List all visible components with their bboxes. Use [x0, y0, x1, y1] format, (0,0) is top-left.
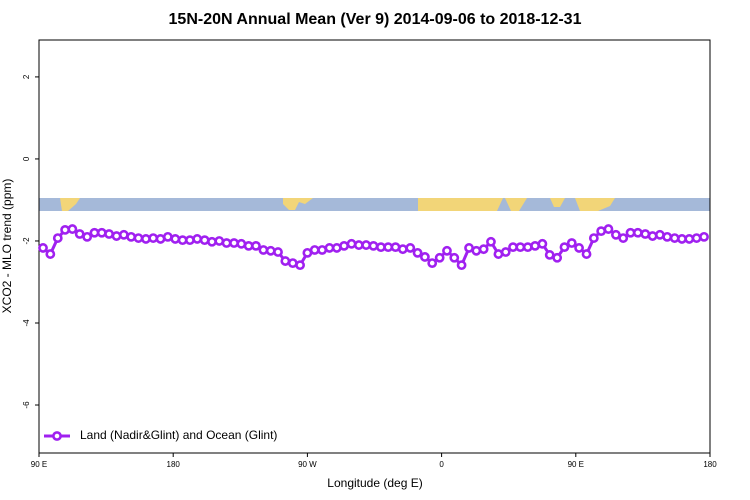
- x-axis-label: Longitude (deg E): [327, 476, 422, 490]
- y-tick-label: -2: [22, 237, 31, 245]
- point: [588, 233, 599, 243]
- point: [691, 233, 702, 243]
- legend-marker: [52, 431, 62, 441]
- x-tick-label: 90 E: [568, 460, 584, 469]
- point: [265, 245, 276, 256]
- point: [603, 224, 614, 234]
- point: [251, 240, 261, 251]
- point: [38, 243, 48, 253]
- point: [162, 231, 173, 242]
- point: [500, 247, 511, 257]
- point: [96, 227, 107, 238]
- point: [221, 238, 232, 248]
- x-tick-label: 90 E: [31, 460, 47, 469]
- point: [52, 233, 63, 243]
- point: [478, 244, 489, 255]
- legend-label: Land (Nadir&Glint) and Ocean (Glint): [80, 428, 277, 442]
- point: [74, 229, 85, 239]
- point: [67, 224, 78, 234]
- point: [295, 260, 305, 271]
- point: [449, 252, 460, 263]
- point: [544, 250, 555, 260]
- point: [552, 252, 563, 263]
- y-tick-label: 2: [22, 74, 31, 79]
- point: [647, 231, 658, 241]
- point: [456, 260, 467, 271]
- point: [419, 252, 430, 262]
- point: [309, 245, 320, 255]
- point: [45, 249, 56, 259]
- x-tick-label: 180: [167, 460, 181, 469]
- point: [405, 243, 416, 253]
- x-tick-label: 180: [703, 460, 717, 469]
- point: [368, 240, 379, 251]
- point: [104, 229, 114, 239]
- chart-title: 15N-20N Annual Mean (Ver 9) 2014-09-06 t…: [169, 11, 582, 28]
- y-tick-label: 0: [22, 156, 31, 161]
- y-tick-label: -4: [22, 319, 31, 327]
- point: [397, 244, 408, 255]
- point: [434, 252, 445, 263]
- point: [662, 231, 673, 242]
- map-strip: [39, 198, 710, 211]
- x-tick-label: 0: [439, 460, 444, 469]
- y-axis-label: XCO2 - MLO trend (ppm): [0, 179, 14, 314]
- point: [126, 231, 137, 242]
- x-tick-label: 90 W: [298, 460, 317, 469]
- point: [632, 227, 643, 238]
- point: [185, 235, 195, 246]
- point: [111, 231, 122, 241]
- point: [133, 233, 144, 243]
- point: [280, 256, 291, 266]
- point: [618, 233, 629, 243]
- point: [559, 242, 570, 253]
- point: [427, 258, 438, 269]
- point: [82, 231, 93, 242]
- point: [522, 242, 533, 253]
- point: [346, 238, 357, 249]
- point: [574, 243, 584, 253]
- point: [412, 247, 423, 258]
- point: [611, 229, 621, 240]
- point: [537, 238, 548, 249]
- point: [170, 234, 181, 244]
- point: [192, 234, 203, 244]
- point: [486, 236, 496, 247]
- point: [566, 238, 577, 248]
- y-tick-label: -6: [22, 401, 31, 409]
- point: [515, 242, 526, 253]
- point: [699, 231, 709, 242]
- point: [339, 240, 349, 251]
- point: [442, 245, 452, 256]
- point: [581, 249, 592, 259]
- point: [273, 247, 283, 257]
